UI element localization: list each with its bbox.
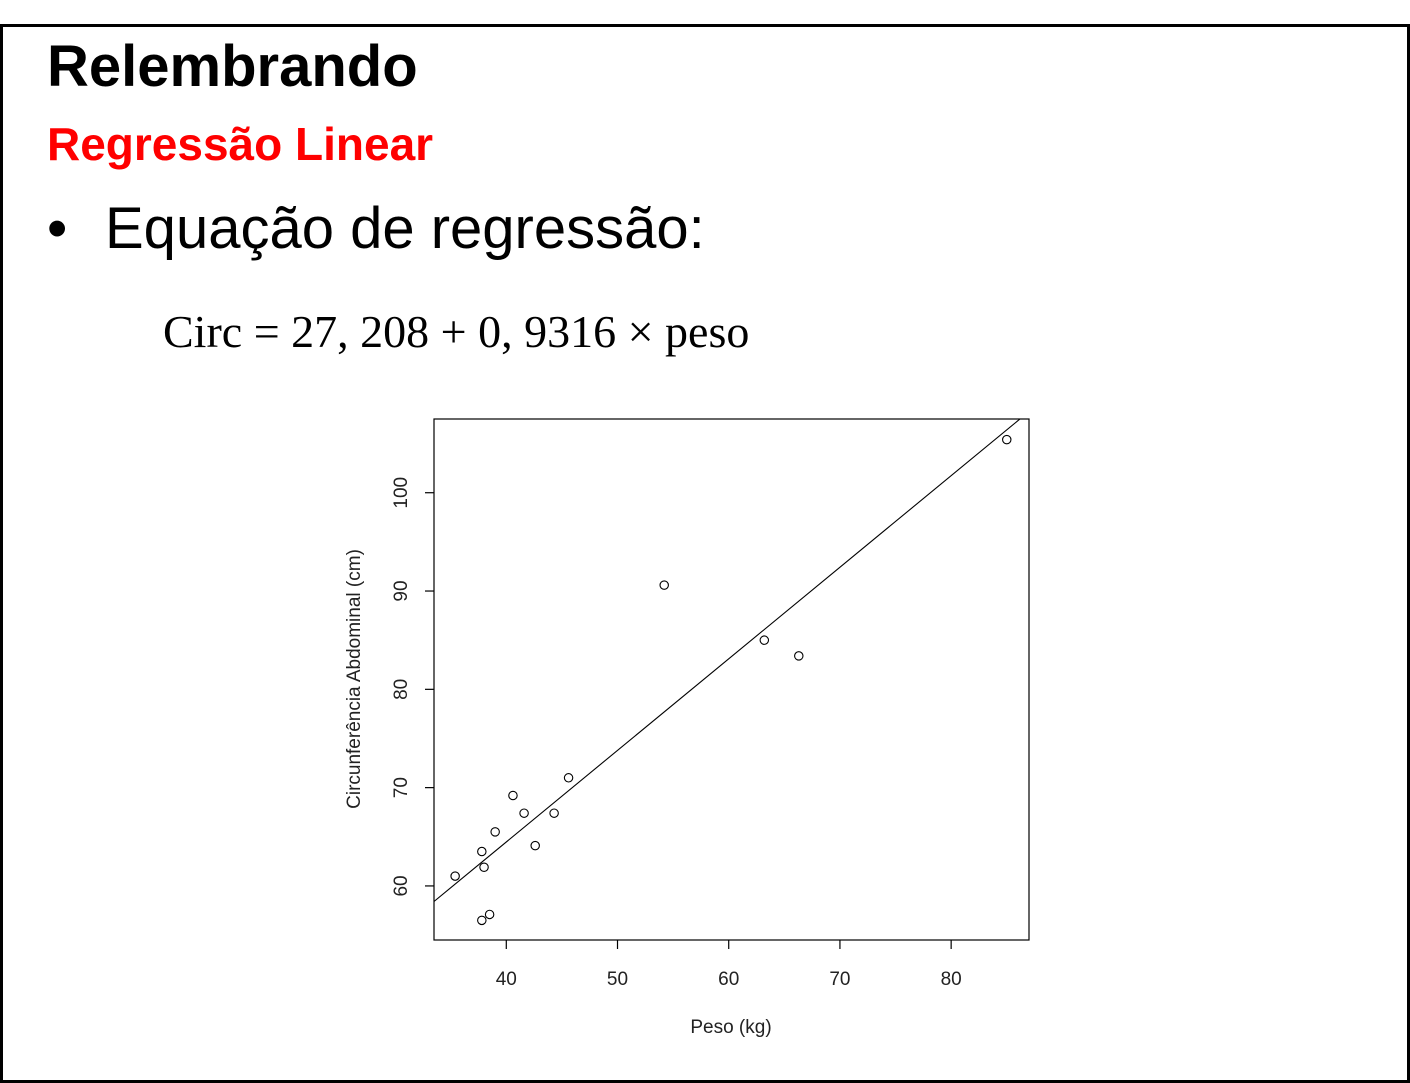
x-axis-label: Peso (kg)	[690, 1017, 771, 1038]
regression-equation: Circ = 27, 208 + 0, 9316 × peso	[163, 306, 750, 357]
y-axis-label: Circunferência Abdominal (cm)	[344, 549, 365, 809]
data-point	[549, 808, 559, 818]
data-point	[659, 580, 669, 590]
x-tick-label: 40	[496, 969, 517, 990]
data-point	[759, 635, 770, 645]
data-point	[450, 871, 460, 881]
bullet-dot: •	[47, 196, 68, 261]
x-tick-label: 80	[941, 969, 962, 990]
bullet-text: Equação de regressão:	[105, 196, 705, 261]
y-tick-label: 100	[391, 477, 412, 509]
x-tick-label: 70	[829, 969, 850, 990]
data-point	[484, 909, 495, 920]
slide-title: Relembrando	[47, 34, 418, 99]
data-point	[477, 915, 487, 926]
data-point	[490, 827, 500, 837]
data-point	[477, 846, 487, 857]
data-point	[563, 773, 574, 783]
data-point	[1002, 434, 1012, 445]
scatter-chart: 40 50 60 70 80 60 70 80 90 100 Peso (kg) Circunfe…	[344, 418, 1030, 1038]
x-tick-label: 60	[718, 969, 739, 990]
data-point	[519, 808, 529, 818]
data-point	[479, 862, 489, 873]
bullet-item: • Equação de regressão:	[47, 195, 705, 262]
slide: Relembrando Regressão Linear • Equação de…	[0, 24, 1410, 1083]
data-point	[530, 840, 540, 851]
x-tick-label: 50	[607, 969, 628, 990]
regression-line	[433, 418, 1021, 902]
y-tick-label: 90	[391, 580, 412, 601]
plot-frame	[433, 418, 1030, 941]
slide-subtitle: Regressão Linear	[47, 118, 434, 170]
data-point	[508, 790, 518, 801]
y-tick-label: 70	[391, 777, 412, 798]
y-tick-label: 80	[391, 679, 412, 700]
y-tick-label: 60	[391, 875, 412, 896]
data-point	[794, 651, 804, 661]
